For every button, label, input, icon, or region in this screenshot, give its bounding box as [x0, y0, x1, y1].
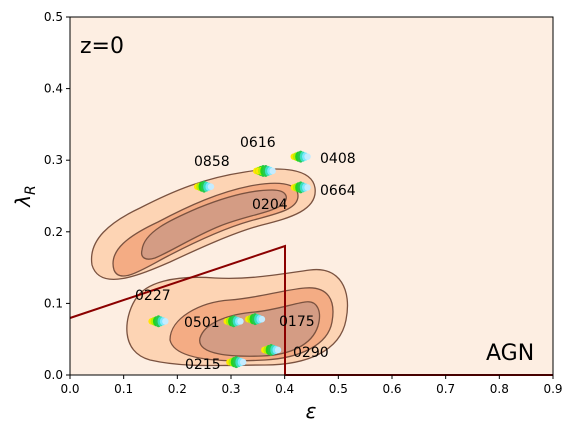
galaxy-point-blob	[239, 358, 247, 366]
galaxy-point-blob	[274, 346, 282, 354]
x-tick-label: 0.0	[60, 382, 79, 396]
x-tick-label: 0.7	[436, 382, 455, 396]
y-axis-label: λR	[11, 185, 39, 208]
galaxy-point-0290	[261, 343, 282, 356]
y-tick-label: 0.3	[44, 153, 63, 167]
x-axis-label: ε	[306, 399, 317, 423]
plot-frame	[69, 16, 554, 376]
galaxy-point-0204	[255, 164, 276, 177]
x-tick-label: 0.4	[275, 382, 294, 396]
sample-annotation: AGN	[486, 341, 534, 366]
galaxy-point-0227	[148, 315, 169, 328]
x-tick-label: 0.9	[543, 382, 562, 396]
contour-lower-inner	[199, 301, 321, 357]
galaxy-point-blob	[304, 153, 311, 160]
x-tick-label: 0.3	[221, 382, 240, 396]
y-axis: 0.0 0.1 0.2 0.3 0.4 0.5	[44, 10, 70, 382]
label-0175: 0175	[279, 314, 315, 330]
redshift-annotation: z=0	[80, 34, 124, 59]
contour-upper-inner	[140, 189, 287, 260]
y-tick-label: 0.5	[44, 10, 63, 24]
galaxy-point-blob	[304, 184, 311, 191]
label-0204: 0204	[252, 197, 288, 213]
galaxy-point-0858	[193, 180, 215, 193]
label-0290: 0290	[293, 345, 329, 361]
y-tick-label: 0.0	[44, 368, 63, 382]
galaxy-point-blob	[162, 318, 169, 325]
x-tick-label: 0.6	[382, 382, 401, 396]
galaxy-point-blob	[269, 167, 276, 175]
y-tick-label: 0.2	[44, 225, 63, 239]
label-0215: 0215	[185, 357, 221, 373]
galaxy-point-0175	[244, 313, 266, 326]
galaxy-point-0664	[290, 181, 311, 194]
label-0227: 0227	[135, 288, 171, 304]
label-0664: 0664	[320, 183, 356, 199]
x-tick-label: 0.1	[114, 382, 133, 396]
label-0501: 0501	[184, 315, 220, 331]
galaxy-labels: 0408 0616 0858 0664 0204 0227 0501 0175 …	[135, 135, 356, 373]
galaxy-point-blob	[237, 318, 244, 325]
galaxy-point-blob	[258, 315, 266, 323]
boundary-upper	[69, 244, 286, 375]
y-tick-label: 0.4	[44, 82, 63, 96]
label-0616: 0616	[240, 135, 276, 151]
label-0858: 0858	[194, 154, 230, 170]
label-0408: 0408	[320, 151, 356, 167]
galaxy-point-0501	[223, 315, 244, 328]
density-contours	[90, 168, 349, 367]
x-tick-label: 0.5	[329, 382, 348, 396]
x-axis: 0.0 0.1 0.2 0.3 0.4 0.5 0.6 0.7 0.8 0.9	[60, 375, 563, 396]
galaxy-point-0215	[226, 356, 247, 369]
galaxy-point-blob	[207, 183, 215, 190]
galaxy-point-0408	[290, 150, 311, 163]
x-tick-label: 0.8	[490, 382, 509, 396]
x-tick-label: 0.2	[168, 382, 187, 396]
y-tick-label: 0.1	[44, 296, 63, 310]
galaxy-points	[148, 150, 311, 369]
